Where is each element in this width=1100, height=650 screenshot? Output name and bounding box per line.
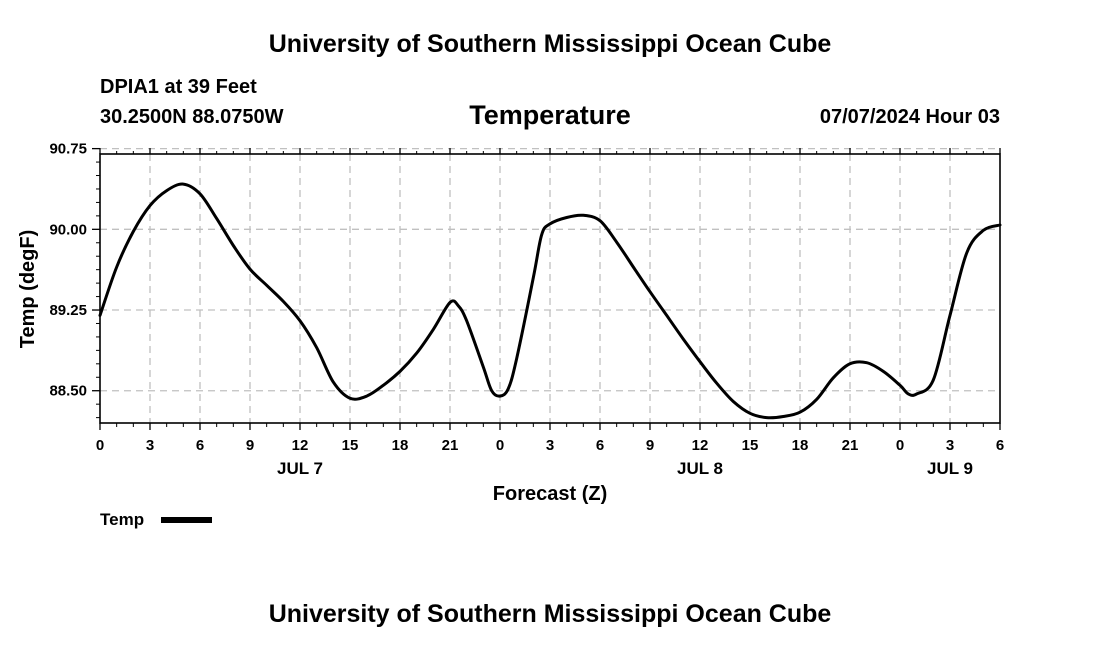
x-tick-label: 15 bbox=[742, 437, 759, 454]
page-title-bottom: University of Southern Mississippi Ocean… bbox=[268, 600, 832, 628]
x-day-label: JUL 7 bbox=[277, 459, 323, 478]
y-axis-ticks: 88.50 89.25 90.00 90.75 bbox=[49, 141, 100, 400]
x-tick-label: 9 bbox=[246, 437, 254, 454]
y-tick-label: 89.25 bbox=[49, 302, 87, 319]
x-tick-label: 18 bbox=[392, 437, 409, 454]
x-tick-label: 12 bbox=[292, 437, 309, 454]
x-day-label: JUL 8 bbox=[677, 459, 723, 478]
x-tick-label: 0 bbox=[896, 437, 904, 454]
x-tick-label: 3 bbox=[546, 437, 554, 454]
x-axis-day-labels: JUL 7 JUL 8 JUL 9 bbox=[277, 459, 973, 478]
legend-label: Temp bbox=[100, 510, 144, 529]
x-tick-label: 18 bbox=[792, 437, 809, 454]
x-axis-label: Forecast (Z) bbox=[493, 483, 607, 505]
x-tick-label: 3 bbox=[146, 437, 154, 454]
series-line-temp bbox=[98, 182, 1002, 420]
x-tick-label: 12 bbox=[692, 437, 709, 454]
station-coordinates: 30.2500N 88.0750W bbox=[100, 106, 284, 128]
temperature-chart: 0 3 6 9 12 15 18 21 0 3 6 9 12 15 18 21 0 3 6 88.50 89.25 90… bbox=[17, 141, 1004, 529]
y-axis-label: Temp (degF) bbox=[17, 230, 39, 349]
page-title-top: University of Southern Mississippi Ocean… bbox=[268, 30, 832, 58]
x-tick-label: 9 bbox=[646, 437, 654, 454]
x-day-label: JUL 9 bbox=[927, 459, 973, 478]
station-label: DPIA1 at 39 Feet bbox=[100, 76, 257, 98]
x-tick-label: 0 bbox=[96, 437, 104, 454]
x-axis-ticks: 0 3 6 9 12 15 18 21 0 3 6 9 12 15 18 21 0 3 6 bbox=[96, 148, 1004, 454]
grid-lines bbox=[100, 147, 1000, 423]
y-tick-label: 88.50 bbox=[49, 383, 87, 400]
x-tick-label: 21 bbox=[842, 437, 859, 454]
chart-title: Temperature bbox=[469, 100, 631, 130]
y-tick-label: 90.00 bbox=[49, 221, 87, 238]
x-tick-label: 6 bbox=[196, 437, 204, 454]
x-tick-label: 21 bbox=[442, 437, 459, 454]
x-tick-label: 0 bbox=[496, 437, 504, 454]
x-tick-label: 3 bbox=[946, 437, 954, 454]
series-layer bbox=[98, 182, 1002, 420]
y-tick-label: 90.75 bbox=[49, 141, 87, 158]
x-tick-label: 15 bbox=[342, 437, 359, 454]
x-tick-label: 6 bbox=[996, 437, 1004, 454]
forecast-datetime: 07/07/2024 Hour 03 bbox=[819, 106, 1000, 128]
x-tick-label: 6 bbox=[596, 437, 604, 454]
